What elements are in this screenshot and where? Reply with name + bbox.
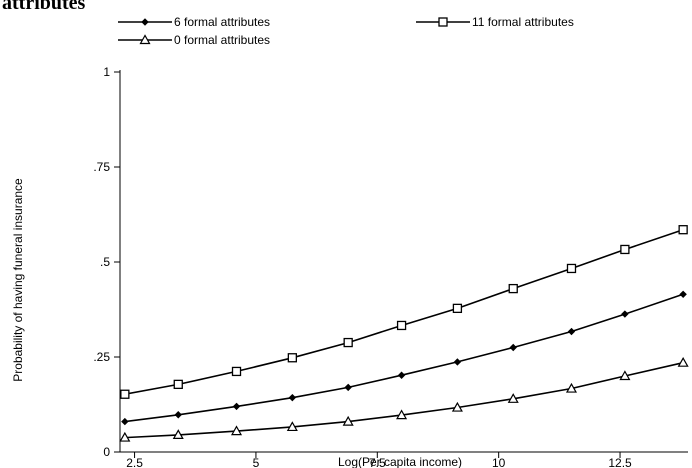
data-point-diamond [567,327,576,336]
x-tick-label: 7.5 [369,456,386,468]
data-point-diamond [621,310,629,318]
legend-marker-triangle [139,34,151,45]
data-point-triangle [286,421,298,432]
x-tick-label: 10 [492,456,506,468]
data-point-square [508,283,518,294]
x-tick-label: 5 [253,456,260,468]
data-point-square [287,353,297,363]
page-title-fragment: attributes [2,0,86,14]
data-point-square [173,379,183,390]
data-point-square [620,244,630,255]
data-point-diamond [509,343,517,352]
x-axis-label: Log(Per capita income) [338,455,462,468]
data-point-triangle [619,370,631,381]
legend-label: 6 formal attributes [174,15,270,29]
data-point-diamond [453,358,462,366]
series-lines [124,228,684,439]
data-point-diamond [679,290,687,299]
legend-label: 11 formal attributes [472,15,574,29]
data-point-triangle [565,382,578,393]
data-point-diamond [288,393,297,402]
x-tick-label: 2.5 [126,456,143,468]
data-point-triangle [119,431,131,442]
data-point-square [452,303,463,314]
legend-marker-diamond [141,18,149,26]
data-point-diamond [121,417,129,426]
y-tick-label: 1 [103,65,110,79]
y-tick-label: .5 [100,255,110,269]
data-point-square [120,389,130,399]
data-point-triangle [172,429,184,439]
x-tick-label: 12.5 [608,456,632,468]
y-tick-label: .25 [93,350,110,364]
legend-label: 0 formal attributes [174,33,270,47]
data-point-square [566,263,577,274]
data-point-triangle [677,356,689,367]
data-point-diamond [232,402,241,411]
data-point-triangle [396,409,408,420]
y-axis-label: Probability of having funeral insurance [11,178,25,382]
y-tick-label: .75 [93,160,110,174]
data-point-square [343,337,353,348]
legend: 6 formal attributes 11 formal attributes 0… [118,15,574,47]
y-tick-label: 0 [103,445,110,459]
data-point-triangle [507,393,519,403]
data-point-square [678,225,688,235]
data-point-diamond [174,411,182,419]
data-point-triangle [342,415,354,426]
series-line-2 [124,228,684,395]
data-point-diamond [344,383,352,392]
data-point-square [396,320,407,331]
series-line-1 [124,293,684,423]
series-markers [119,225,689,442]
data-point-diamond [397,371,406,379]
data-point-square [231,366,242,377]
data-point-triangle [451,401,463,412]
legend-marker-square [438,17,448,27]
data-point-triangle [230,425,243,436]
